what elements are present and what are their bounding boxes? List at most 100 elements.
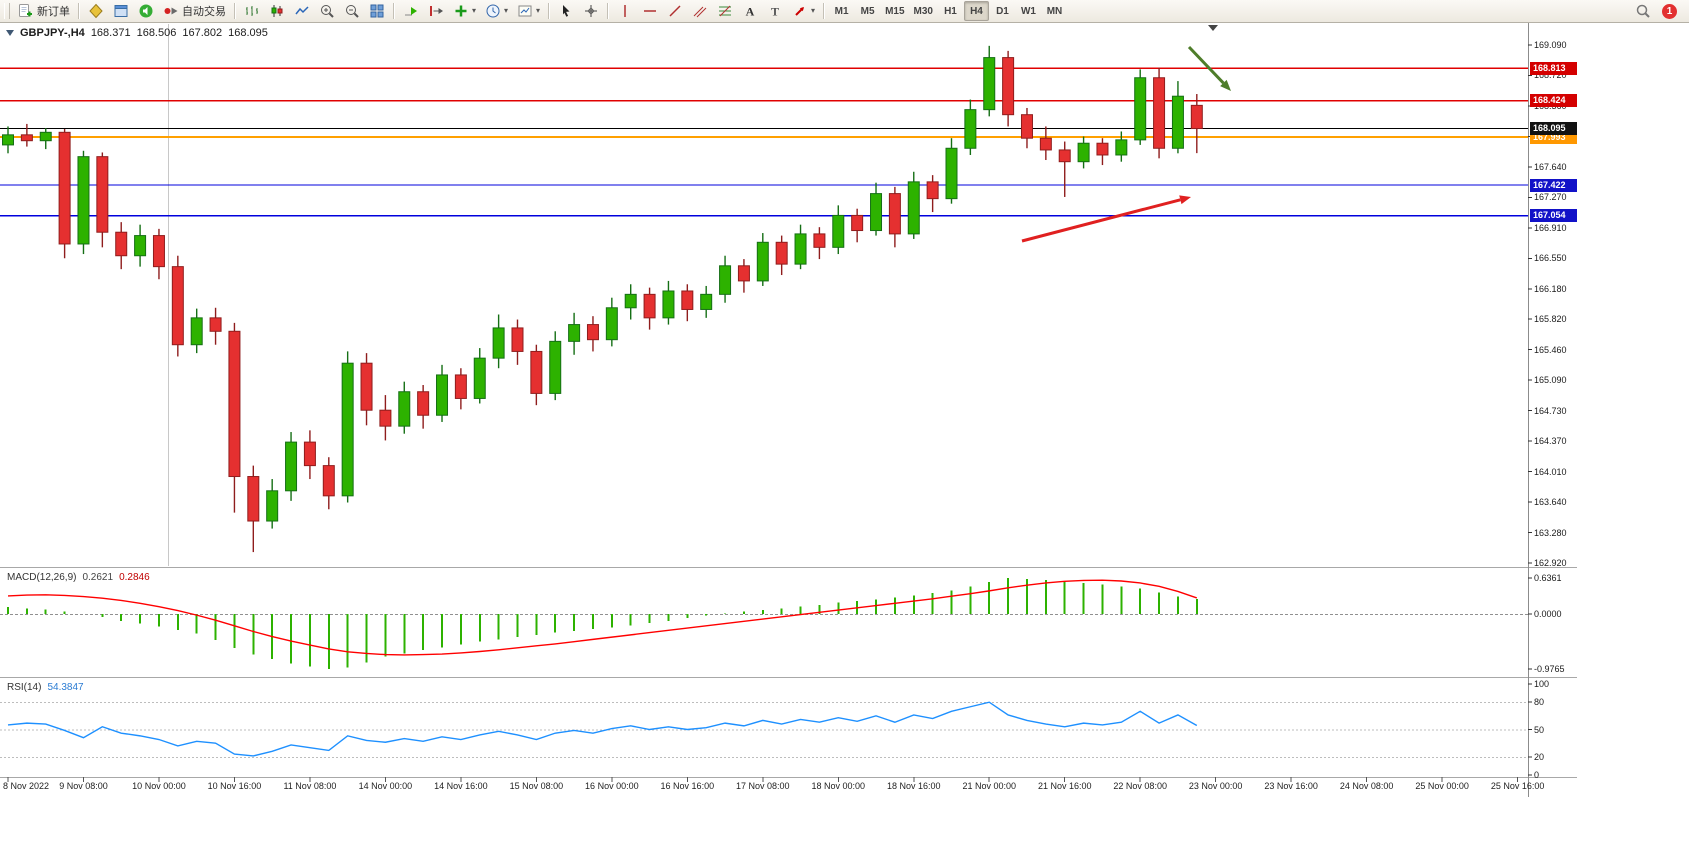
timeframe-m1[interactable]: M1 bbox=[834, 5, 849, 17]
caret-down-icon: ▾ bbox=[811, 6, 816, 15]
horizontal-line-icon bbox=[644, 10, 657, 12]
channel-icon bbox=[693, 6, 707, 18]
zoom-out-icon bbox=[346, 5, 359, 18]
market-watch-button[interactable] bbox=[84, 1, 108, 21]
notification-count: 1 bbox=[1666, 5, 1673, 17]
timeframe-m30[interactable]: M30 bbox=[913, 5, 933, 17]
chart-header: GBPJPY-,H4 168.371 168.506 167.802 168.0… bbox=[6, 27, 268, 39]
rsi-value: 54.3847 bbox=[47, 682, 84, 693]
timeframe-m15[interactable]: M15 bbox=[885, 5, 905, 17]
auto-trading-label: 自动交易 bbox=[182, 6, 226, 18]
chart-shift-icon bbox=[430, 6, 443, 16]
candlestick-chart-icon bbox=[271, 5, 283, 17]
zoom-in-icon bbox=[321, 5, 334, 18]
text-button[interactable]: A bbox=[738, 1, 762, 21]
notification-badge[interactable]: 1 bbox=[1662, 3, 1677, 19]
indicators-dropdown-button[interactable]: ▾ bbox=[449, 1, 480, 21]
macd-main-value: 0.2621 bbox=[82, 572, 114, 583]
vertical-line-icon bbox=[624, 5, 626, 17]
bar-chart-icon bbox=[246, 6, 258, 16]
new-order-label: 新订单 bbox=[37, 6, 70, 18]
timeframe-mn[interactable]: MN bbox=[1046, 5, 1063, 17]
svg-text:T: T bbox=[771, 5, 779, 19]
channel-button[interactable] bbox=[688, 1, 712, 21]
timeframe-m5[interactable]: M5 bbox=[860, 5, 875, 17]
arrows-dropdown-button[interactable]: ▾ bbox=[788, 1, 819, 21]
bar-chart-button[interactable] bbox=[240, 1, 264, 21]
rsi-header: RSI(14) 54.3847 bbox=[7, 682, 84, 693]
line-chart-button[interactable] bbox=[290, 1, 314, 21]
chart-shift-button[interactable] bbox=[424, 1, 448, 21]
toolbar: 新订单 自动交易 bbox=[0, 0, 1689, 23]
crosshair-button[interactable] bbox=[579, 1, 603, 21]
timeframe-d1[interactable]: D1 bbox=[996, 5, 1009, 17]
fibonacci-icon bbox=[719, 5, 732, 17]
separator bbox=[78, 3, 80, 19]
macd-label: MACD(12,26,9) bbox=[7, 572, 77, 583]
search-button[interactable] bbox=[1631, 1, 1655, 21]
timeframe-group: M1 M5 M15 M30 H1 H4 D1 W1 MN bbox=[829, 1, 1067, 21]
chart-menu-icon[interactable] bbox=[6, 30, 14, 36]
template-icon bbox=[518, 5, 532, 17]
zoom-in-button[interactable] bbox=[315, 1, 339, 21]
auto-scroll-icon bbox=[405, 7, 417, 16]
symbol-period: GBPJPY-,H4 bbox=[20, 27, 85, 39]
market-watch-icon bbox=[89, 3, 103, 19]
trendline-button[interactable] bbox=[663, 1, 687, 21]
sound-alerts-button[interactable] bbox=[134, 1, 158, 21]
clock-icon bbox=[486, 4, 500, 18]
fibonacci-button[interactable] bbox=[713, 1, 737, 21]
ohlc-open: 168.371 bbox=[90, 27, 131, 39]
vertical-line-button[interactable] bbox=[613, 1, 637, 21]
separator bbox=[607, 3, 610, 19]
auto-trading-button[interactable]: 自动交易 bbox=[159, 1, 230, 21]
candles-layer bbox=[2, 45, 1203, 553]
sound-alerts-icon bbox=[139, 4, 153, 18]
horizontal-line-button[interactable] bbox=[638, 1, 662, 21]
ohlc-close: 168.095 bbox=[228, 27, 268, 39]
rsi-line bbox=[7, 701, 1198, 757]
add-indicator-icon bbox=[455, 5, 467, 17]
text-label-button[interactable]: T bbox=[763, 1, 787, 21]
cursor-button[interactable] bbox=[554, 1, 578, 21]
tile-windows-button[interactable] bbox=[365, 1, 389, 21]
cursor-icon bbox=[563, 5, 570, 17]
templates-dropdown-button[interactable]: ▾ bbox=[513, 1, 544, 21]
data-window-icon bbox=[114, 5, 128, 17]
ohlc-high: 168.506 bbox=[136, 27, 177, 39]
trendline-icon bbox=[669, 5, 681, 17]
macd-histogram bbox=[7, 578, 1198, 670]
macd-header: MACD(12,26,9) 0.2621 0.2846 bbox=[7, 572, 150, 583]
line-chart-icon bbox=[295, 6, 309, 15]
timeframe-h4[interactable]: H4 bbox=[963, 1, 989, 21]
green-arrow-annotation[interactable] bbox=[1187, 45, 1231, 91]
crosshair-icon bbox=[585, 5, 598, 17]
new-order-icon bbox=[19, 4, 32, 17]
timeframe-h1[interactable]: H1 bbox=[944, 5, 957, 17]
tile-windows-icon bbox=[370, 4, 384, 18]
separator bbox=[234, 3, 236, 19]
search-icon bbox=[1636, 4, 1650, 18]
caret-down-icon: ▾ bbox=[504, 6, 509, 15]
auto-scroll-button[interactable] bbox=[399, 1, 423, 21]
timeframe-w1[interactable]: W1 bbox=[1020, 5, 1036, 17]
periods-dropdown-button[interactable]: ▾ bbox=[481, 1, 512, 21]
macd-signal-line bbox=[7, 579, 1198, 656]
shift-marker-icon[interactable] bbox=[1208, 25, 1218, 31]
arrow-object-icon bbox=[795, 7, 805, 16]
separator bbox=[393, 3, 395, 19]
new-order-button[interactable]: 新订单 bbox=[14, 1, 74, 21]
data-window-button[interactable] bbox=[109, 1, 133, 21]
ohlc-low: 167.802 bbox=[182, 27, 223, 39]
toolbar-grip[interactable] bbox=[4, 3, 10, 19]
separator bbox=[548, 3, 551, 19]
red-arrow-annotation[interactable] bbox=[1021, 195, 1191, 243]
svg-text:A: A bbox=[746, 5, 755, 19]
candlestick-chart-button[interactable] bbox=[265, 1, 289, 21]
zoom-out-button[interactable] bbox=[340, 1, 364, 21]
macd-signal-value: 0.2846 bbox=[119, 572, 150, 583]
text-label-icon: T bbox=[771, 5, 779, 19]
caret-down-icon: ▾ bbox=[472, 6, 477, 15]
